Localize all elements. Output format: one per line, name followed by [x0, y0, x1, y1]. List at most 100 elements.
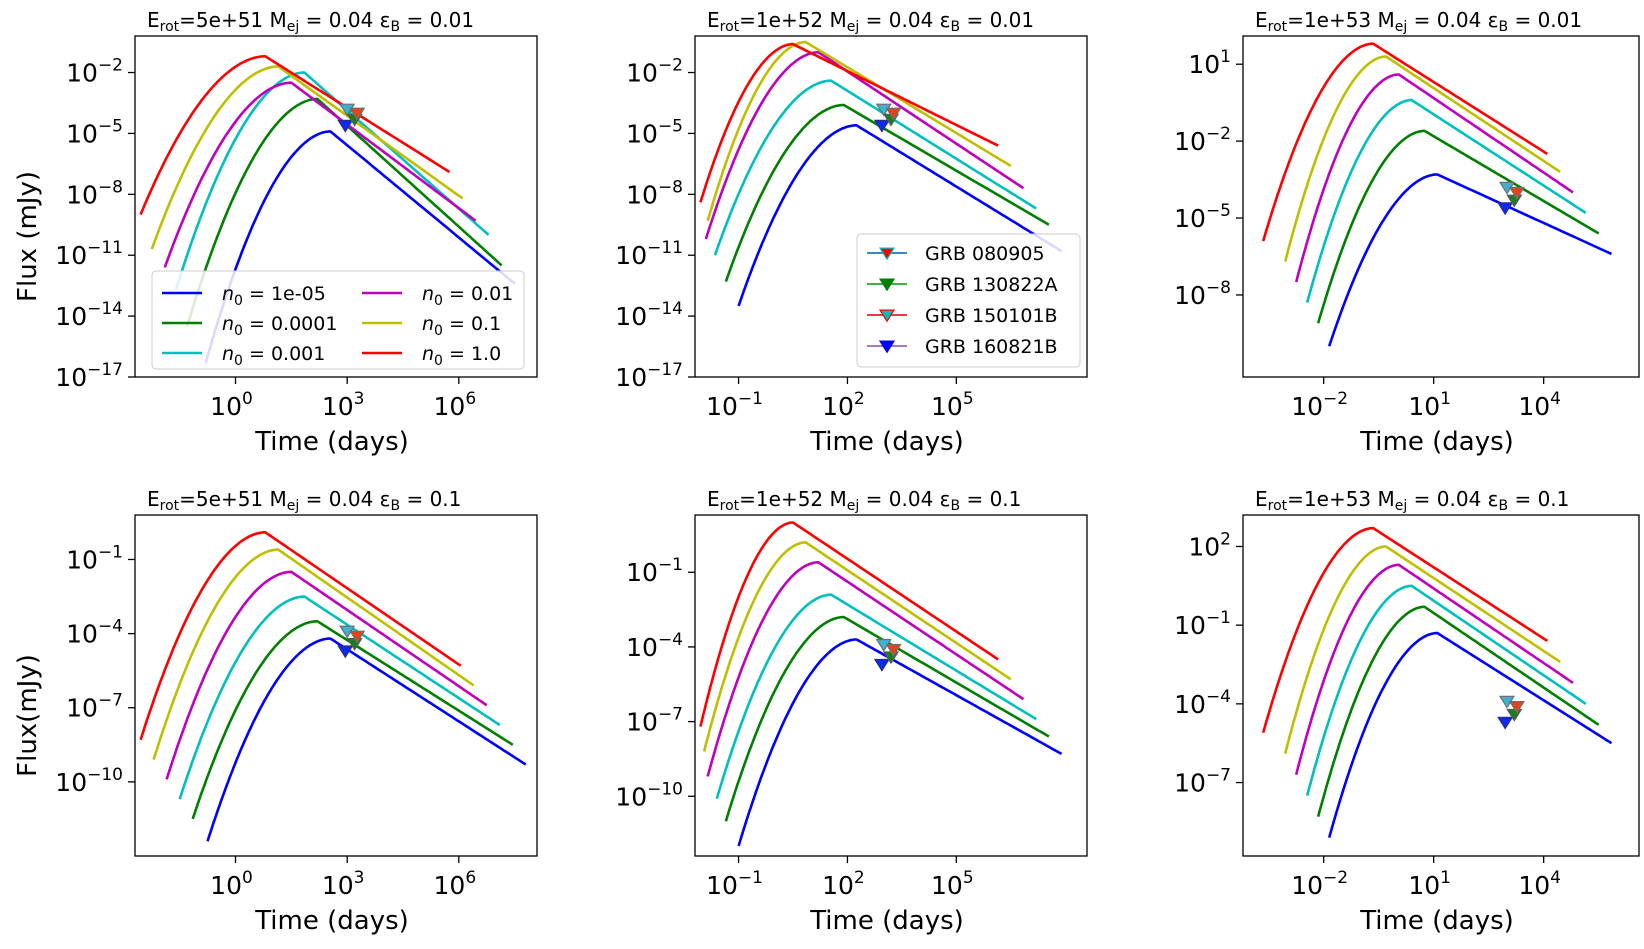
plot-frame: [1242, 514, 1640, 857]
legend-label-4: n0 = 0.01: [422, 283, 513, 309]
series-line-4: [163, 81, 477, 268]
y-tick-label-2: 10−4: [1174, 687, 1231, 719]
series-line-2: [1316, 605, 1600, 818]
data-point-1: [1497, 202, 1514, 216]
x-tick-label-2: 101: [1408, 868, 1451, 900]
data-point-1: [337, 119, 354, 133]
series-line-2: [1316, 129, 1600, 324]
series-line-4: [1294, 73, 1574, 283]
panel-title: Erot=5e+51 Mej = 0.04 εB = 0.1: [147, 487, 461, 514]
data-point-4: [885, 107, 902, 121]
legend-label-2: GRB 130822A: [925, 274, 1058, 296]
legend-frame: [151, 270, 525, 370]
series-group: [699, 521, 1063, 847]
plot-frame: [134, 35, 538, 378]
series-line-6: [1261, 526, 1549, 734]
series-line-3: [178, 595, 501, 800]
panel-1: 100 103 106 10−17 10−14 10−11 10−8 10−5 10−2 Erot…: [13, 8, 538, 457]
series-line-5: [702, 541, 1012, 752]
series-line-6: [699, 42, 999, 203]
series-line-1: [204, 130, 516, 364]
x-tick-label-1: 100: [210, 389, 253, 421]
series-line-6: [699, 521, 999, 727]
y-tick-label-3: 10−11: [55, 238, 123, 270]
y-tick-label-1: 10−10: [615, 779, 683, 811]
panel-5: 10−1 102 105 10−10 10−7 10−4 10−1 Erot=1e+52 Me…: [615, 487, 1088, 936]
y-tick-label-4: 102: [1188, 529, 1231, 561]
y-tick-label-2: 10−5: [1174, 201, 1231, 233]
series-line-1: [737, 638, 1063, 847]
x-tick-label-2: 101: [1408, 389, 1451, 421]
x-axis-label: Time (days): [809, 906, 964, 936]
x-tick-label-2: 102: [822, 868, 865, 900]
y-tick-label-6: 10−2: [66, 56, 123, 88]
y-tick-label-1: 10−17: [55, 360, 123, 392]
y-tick-label-2: 10−14: [615, 299, 683, 331]
series-line-5: [706, 40, 1012, 222]
x-axis-label: Time (days): [809, 427, 964, 457]
y-tick-label-3: 10−4: [626, 630, 683, 662]
legend-frame: [856, 233, 1081, 368]
panel-4: 100 103 106 10−10 10−7 10−4 10−1 Erot=5e+51 Mej…: [13, 487, 538, 936]
y-axis-label: Flux(mJy): [13, 654, 43, 777]
panel-6: 10−2 101 104 10−7 10−4 10−1 102 Erot=1e+53 Mej …: [1174, 487, 1640, 936]
series-line-5: [150, 65, 464, 250]
x-axis-label: Time (days): [1359, 427, 1514, 457]
y-tick-label-3: 10−2: [1174, 124, 1231, 156]
y-tick-label-1: 10−17: [615, 360, 683, 392]
data-point-1: [1497, 716, 1514, 730]
plot-frame: [134, 514, 538, 857]
series-line-6: [1261, 42, 1548, 242]
legend-label-2: n0 = 0.0001: [222, 313, 337, 339]
panel-title: Erot=1e+53 Mej = 0.04 εB = 0.1: [1255, 487, 1569, 514]
y-axis-label: Flux (mJy): [13, 171, 43, 302]
series-line-3: [1305, 98, 1587, 303]
x-tick-label-2: 103: [322, 868, 365, 900]
x-tick-label-1: 100: [210, 868, 253, 900]
legend-marker-4: [878, 340, 896, 354]
legend-marker-3: [878, 309, 896, 323]
legend-grb: GRB 080905 GRB 130822A GRB 150101B GRB 1608…: [856, 233, 1081, 368]
data-point-1: [873, 658, 891, 672]
legend-marker-2: [878, 278, 896, 292]
x-tick-label-3: 105: [931, 389, 974, 421]
y-tick-label-1: 10−8: [1174, 278, 1231, 310]
panel-title: Erot=5e+51 Mej = 0.04 εB = 0.01: [147, 8, 474, 35]
y-tick-label-5: 10−5: [66, 116, 123, 148]
x-tick-label-3: 106: [434, 868, 477, 900]
plot-frame: [694, 514, 1088, 857]
series-group: [139, 55, 516, 364]
series-line-3: [1305, 584, 1587, 797]
legend-label-3: n0 = 0.001: [222, 343, 325, 369]
series-line-6: [139, 55, 451, 216]
y-tick-label-3: 10−1: [1174, 608, 1231, 640]
series-line-1: [737, 124, 1063, 307]
x-axis-label: Time (days): [1359, 906, 1514, 936]
series-group: [699, 40, 1063, 307]
legend-label-1: GRB 080905: [925, 243, 1045, 265]
series-group: [1261, 42, 1613, 347]
x-tick-label-2: 103: [322, 389, 365, 421]
x-tick-label-1: 10−1: [706, 389, 763, 421]
x-tick-label-3: 104: [1518, 868, 1561, 900]
y-tick-label-3: 10−4: [66, 617, 123, 649]
series-line-5: [1283, 55, 1561, 262]
legend-label-6: n0 = 1.0: [422, 343, 501, 369]
series-group: [139, 531, 527, 842]
series-line-5: [152, 548, 475, 760]
series-line-2: [185, 97, 503, 327]
y-tick-label-4: 10−8: [66, 177, 123, 209]
x-axis-label: Time (days): [254, 427, 409, 457]
y-tick-label-2: 10−7: [66, 691, 123, 723]
series-line-1: [1327, 631, 1613, 838]
panel-2: 10−1 102 105 10−17 10−14 10−11 10−8 10−5 10−2 Ero…: [615, 8, 1088, 457]
data-point-1: [337, 645, 354, 659]
legend-label-5: n0 = 0.1: [422, 313, 501, 339]
data-point-4: [349, 630, 366, 644]
series-line-5: [1283, 545, 1561, 755]
x-tick-label-2: 102: [822, 389, 865, 421]
y-tick-label-1: 10−10: [55, 765, 123, 797]
y-tick-label-2: 10−7: [626, 705, 683, 737]
series-line-3: [715, 593, 1037, 800]
y-tick-label-6: 10−2: [626, 56, 683, 88]
